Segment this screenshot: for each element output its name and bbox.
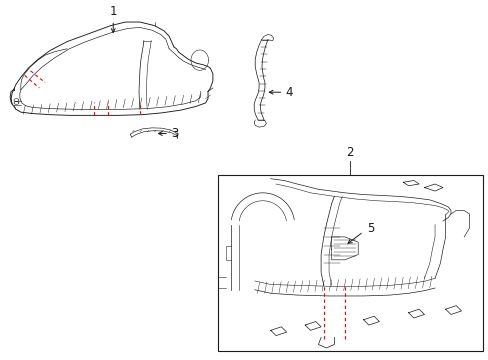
Bar [217,175,482,351]
Text: 3: 3 [171,127,179,140]
Text: 4: 4 [285,86,293,99]
Text: 5: 5 [366,222,374,235]
Text: 2: 2 [346,146,353,159]
Text: 1: 1 [109,5,117,18]
